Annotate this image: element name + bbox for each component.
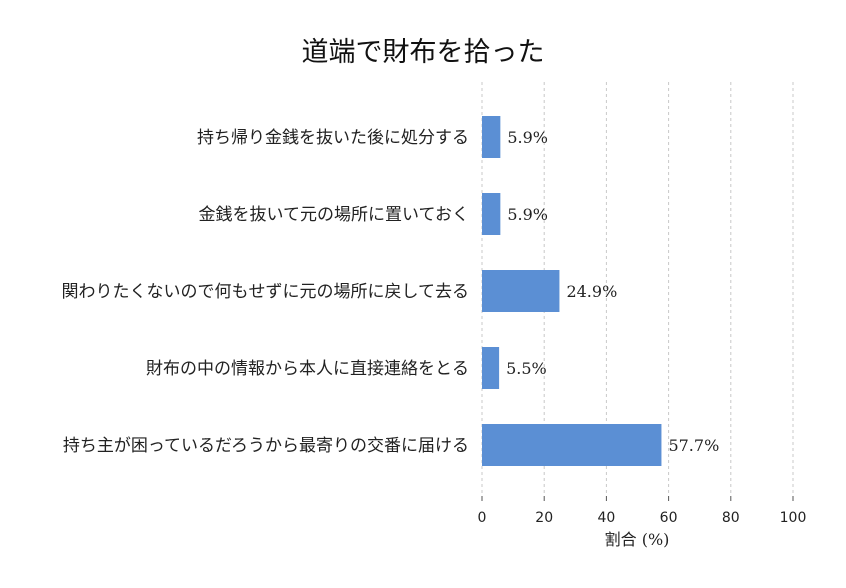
bars (482, 116, 662, 466)
x-tick-label: 80 (722, 510, 740, 526)
category-label: 財布の中の情報から本人に直接連絡をとる (146, 359, 469, 379)
category-label: 持ち主が困っているだろうから最寄りの交番に届ける (63, 436, 469, 456)
bar-value-label: 5.9% (507, 128, 548, 147)
bar-value-label: 5.9% (507, 205, 548, 224)
bar (482, 424, 662, 466)
category-labels: 持ち帰り金銭を抜いた後に処分する金銭を抜いて元の場所に置いておく関わりたくないの… (62, 128, 470, 456)
chart-title: 道端で財布を拾った (302, 37, 545, 68)
x-tick-label: 60 (660, 510, 678, 526)
x-tick-label: 100 (780, 510, 807, 526)
category-label: 金銭を抜いて元の場所に置いておく (199, 205, 469, 225)
bar (482, 116, 501, 158)
x-tick-label: 20 (535, 510, 553, 526)
x-tick-label: 0 (478, 510, 487, 526)
bar (482, 347, 500, 389)
bar (482, 270, 560, 312)
x-axis-title: 割合 (%) (605, 530, 670, 549)
x-axis-ticks: 0 20 40 60 80 100 (478, 496, 807, 526)
category-label: 関わりたくないので何もせずに元の場所に戻して去る (62, 282, 470, 302)
bar-value-label: 57.7% (668, 436, 719, 455)
bar-value-label: 5.5% (506, 359, 547, 378)
bar (482, 193, 501, 235)
category-label: 持ち帰り金銭を抜いた後に処分する (197, 128, 469, 148)
value-labels: 5.9% 5.9% 24.9% 5.5% 57.7% (506, 128, 719, 455)
x-tick-label: 40 (597, 510, 615, 526)
bar-value-label: 24.9% (566, 282, 617, 301)
